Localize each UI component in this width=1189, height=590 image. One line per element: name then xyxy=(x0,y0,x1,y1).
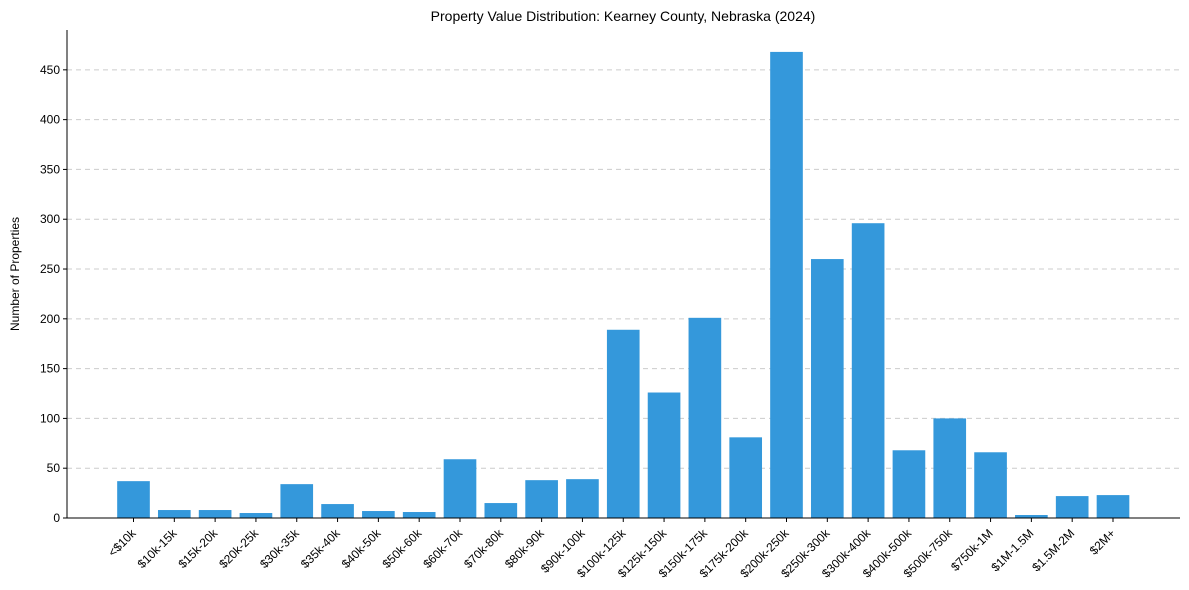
y-tick-label: 400 xyxy=(40,113,60,127)
y-tick-label: 150 xyxy=(40,362,60,376)
y-axis-label: Number of Properties xyxy=(8,217,22,331)
x-tick-label: $35k-40k xyxy=(298,526,344,572)
x-tick-label: $20k-25k xyxy=(216,526,262,572)
y-ticks: 0 50 100 150 200 250 300 350 400 450 xyxy=(40,63,67,525)
x-tick-label: <$10k xyxy=(105,526,139,560)
x-tick-label: $1M-1.5M xyxy=(988,526,1036,574)
bar-22 xyxy=(1015,515,1048,518)
chart-title: Property Value Distribution: Kearney Cou… xyxy=(431,8,816,24)
bar-4 xyxy=(280,484,314,518)
bar-15 xyxy=(729,437,763,518)
x-tick-label: $70k-80k xyxy=(461,526,507,572)
y-tick-label: 200 xyxy=(40,312,60,326)
y-tick-label: 450 xyxy=(40,63,60,77)
bars xyxy=(117,51,1130,518)
x-tick-label: $30k-35k xyxy=(257,526,303,572)
x-tick-label: $1.5M-2M xyxy=(1029,526,1077,574)
x-tick-label: $60k-70k xyxy=(420,526,466,572)
bar-5 xyxy=(321,504,354,518)
bar-24 xyxy=(1096,495,1130,518)
bar-11 xyxy=(566,479,599,518)
x-tick-label: $10k-15k xyxy=(135,526,181,572)
bar-2 xyxy=(198,510,232,518)
x-tick-label: $750k-1M xyxy=(948,526,996,574)
bar-20 xyxy=(933,418,967,518)
bar-13 xyxy=(647,392,681,518)
bar-23 xyxy=(1055,496,1089,518)
y-tick-label: 0 xyxy=(53,511,60,525)
bar-0 xyxy=(117,481,150,518)
bar-16 xyxy=(770,51,803,518)
x-ticks: <$10k$10k-15k$15k-20k$20k-25k$30k-35k$35… xyxy=(105,518,1118,580)
bar-10 xyxy=(525,480,558,518)
bar-8 xyxy=(443,459,477,518)
x-tick-label: $15k-20k xyxy=(175,526,221,572)
bar-6 xyxy=(362,511,395,518)
bar-3 xyxy=(239,513,273,518)
y-tick-label: 250 xyxy=(40,262,60,276)
y-tick-label: 50 xyxy=(47,461,61,475)
x-tick-label: $2M+ xyxy=(1087,526,1118,557)
bar-12 xyxy=(606,329,640,518)
y-tick-label: 300 xyxy=(40,212,60,226)
bar-14 xyxy=(688,317,722,518)
bar-17 xyxy=(810,259,844,518)
bar-18 xyxy=(851,223,885,518)
x-tick-label: $50k-60k xyxy=(379,526,425,572)
x-tick-label: $40k-50k xyxy=(339,526,385,572)
bar-21 xyxy=(974,452,1007,518)
bar-19 xyxy=(892,450,926,518)
y-tick-label: 100 xyxy=(40,411,60,425)
y-tick-label: 350 xyxy=(40,162,60,176)
bar-7 xyxy=(402,512,436,518)
bar-1 xyxy=(157,510,191,518)
bar-9 xyxy=(484,503,518,518)
